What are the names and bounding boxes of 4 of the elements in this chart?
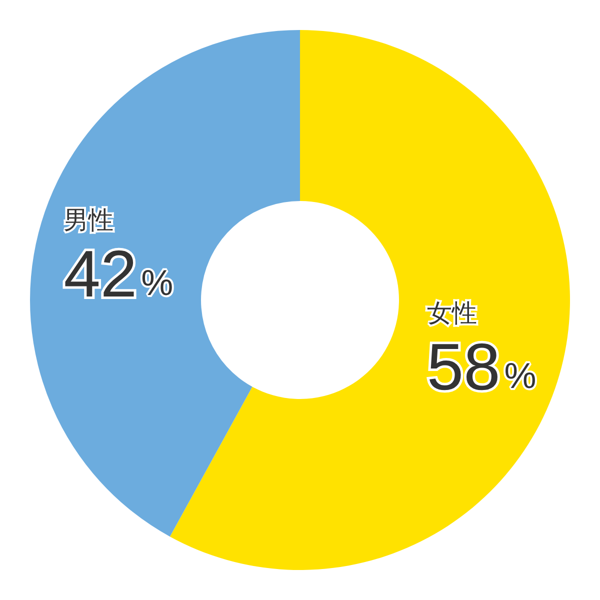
slice-label: 女性	[426, 300, 477, 328]
data-label: 58%	[426, 330, 536, 404]
slice-label: 男性	[64, 206, 114, 234]
data-label: 42%	[64, 236, 174, 310]
